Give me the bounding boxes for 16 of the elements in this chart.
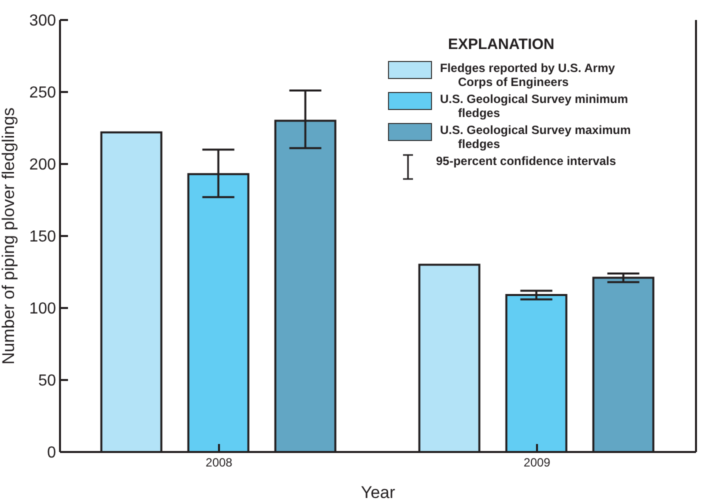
y-tick-label: 200 <box>29 156 56 174</box>
legend-label: U.S. Geological Survey maximum fledges <box>440 123 632 151</box>
y-axis-title: Number of piping plover fledglings <box>0 107 18 365</box>
legend-title: EXPLANATION <box>448 36 556 53</box>
x-axis-title: Year <box>360 483 396 502</box>
y-tick-label: 50 <box>38 372 56 390</box>
y-tick-label: 250 <box>29 84 56 102</box>
y-tick-label: 100 <box>29 300 56 318</box>
x-tick-label: 2008 <box>206 456 233 470</box>
annotation: 95-percent confidence intervals <box>436 154 616 168</box>
y-tick-label: 150 <box>29 228 56 246</box>
legend-label: Fledges reported by U.S. Army Corps of Engineers <box>440 61 616 89</box>
y-tick-label: 300 <box>29 12 56 30</box>
x-tick-label: 2009 <box>524 456 551 470</box>
y-tick-label: 0 <box>47 444 56 462</box>
legend-label: U.S. Geological Survey minimum fledges <box>440 92 630 120</box>
